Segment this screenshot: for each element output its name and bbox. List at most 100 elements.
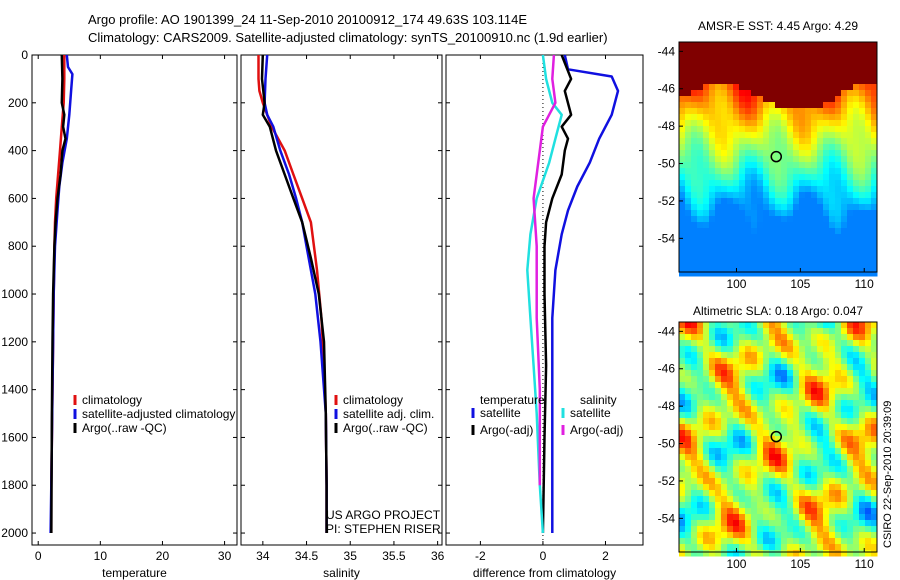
altimetric-sla-map-cell [799, 460, 806, 467]
amsr-sst-map-cell [685, 144, 692, 151]
amsr-sst-map-cell [685, 96, 692, 103]
altimetric-sla-map-cell [823, 490, 830, 497]
amsr-sst-map-cell [697, 132, 704, 139]
amsr-sst-map-cell [715, 258, 722, 265]
altimetric-sla-map-cell [859, 454, 866, 461]
altimetric-sla-map-cell [853, 406, 860, 413]
amsr-sst-map-cell [799, 198, 806, 205]
amsr-sst-map-cell [829, 84, 836, 91]
altimetric-sla-map-cell [745, 388, 752, 395]
amsr-sst-map-cell [709, 132, 716, 139]
altimetric-sla-map-cell [805, 436, 812, 443]
altimetric-sla-map-cell [835, 322, 842, 329]
altimetric-sla-map-cell [793, 550, 800, 557]
amsr-sst-map-cell [805, 54, 812, 61]
amsr-sst-map-cell [685, 90, 692, 97]
amsr-sst-map-cell [685, 258, 692, 265]
amsr-sst-map-cell [727, 54, 734, 61]
altimetric-sla-map-cell [691, 490, 698, 497]
amsr-sst-map-cell [847, 66, 854, 73]
amsr-sst-map-cell [775, 198, 782, 205]
amsr-sst-map-cell [805, 204, 812, 211]
altimetric-sla-map-cell [739, 544, 746, 551]
altimetric-sla-map-cell [853, 424, 860, 431]
amsr-sst-map-cell [775, 246, 782, 253]
amsr-sst-map-cell [775, 240, 782, 247]
altimetric-sla-map-cell [847, 502, 854, 509]
amsr-sst-map-cell [787, 174, 794, 181]
amsr-sst-map-cell [841, 72, 848, 79]
amsr-sst-map-cell [865, 180, 872, 187]
amsr-sst-map-cell [745, 138, 752, 145]
altimetric-sla-map-cell [685, 370, 692, 377]
amsr-sst-map-cell [859, 258, 866, 265]
altimetric-sla-map-cell [721, 484, 728, 491]
amsr-sst-map-cell [709, 138, 716, 145]
altimetric-sla-map-cell [679, 448, 686, 455]
amsr-sst-map-cell [763, 216, 770, 223]
altimetric-sla-map-cell [721, 472, 728, 479]
altimetric-sla-map-cell [775, 472, 782, 479]
amsr-sst-map-cell [865, 198, 872, 205]
altimetric-sla-map-cell [799, 454, 806, 461]
altimetric-sla-map-cell [775, 436, 782, 443]
amsr-sst-map-cell [853, 264, 860, 271]
amsr-sst-map-cell [709, 192, 716, 199]
altimetric-sla-map-cell [781, 550, 788, 557]
amsr-sst-map-cell [721, 78, 728, 85]
amsr-sst-map-cell [811, 270, 818, 277]
amsr-sst-map-cell [697, 90, 704, 97]
altimetric-sla-map-cell [757, 508, 764, 515]
amsr-sst-map-cell [841, 126, 848, 133]
amsr-sst-map-cell [859, 240, 866, 247]
altimetric-sla-map-cell [745, 478, 752, 485]
amsr-sst-map-cell [817, 90, 824, 97]
amsr-sst-map-cell [715, 246, 722, 253]
amsr-sst-map-cell [679, 90, 686, 97]
amsr-sst-map-cell [769, 168, 776, 175]
amsr-sst-map-cell [871, 126, 878, 133]
amsr-sst-map-cell [751, 174, 758, 181]
amsr-sst-map-cell [769, 114, 776, 121]
amsr-sst-map-cell [787, 270, 794, 277]
altimetric-sla-map-cell [721, 544, 728, 551]
amsr-sst-map-cell [685, 132, 692, 139]
amsr-sst-map-cell [733, 72, 740, 79]
altimetric-sla-map-cell [721, 430, 728, 437]
amsr-sst-map-cell [853, 210, 860, 217]
amsr-sst-map-cell [739, 138, 746, 145]
altimetric-sla-map-cell [691, 352, 698, 359]
amsr-sst-map-cell [805, 180, 812, 187]
amsr-sst-map-cell [733, 252, 740, 259]
altimetric-sla-map-cell [865, 490, 872, 497]
altimetric-sla-map-cell [853, 382, 860, 389]
amsr-sst-map-cell [847, 42, 854, 49]
amsr-sst-map-cell [775, 126, 782, 133]
altimetric-sla-map-cell [871, 340, 878, 347]
amsr-sst-map-cell [775, 252, 782, 259]
altimetric-sla-map-cell [733, 502, 740, 509]
altimetric-sla-map-cell [751, 466, 758, 473]
altimetric-sla-map-cell [715, 514, 722, 521]
altimetric-sla-map-cell [793, 544, 800, 551]
amsr-sst-map-cell [835, 90, 842, 97]
altimetric-sla-map-cell [811, 508, 818, 515]
amsr-sst-map-cell [721, 270, 728, 277]
amsr-sst-map-cell [685, 54, 692, 61]
amsr-sst-map-cell [745, 66, 752, 73]
altimetric-sla-map-cell [871, 352, 878, 359]
altimetric-sla-map-cell [727, 418, 734, 425]
amsr-sst-map-cell [769, 126, 776, 133]
altimetric-sla-map-cell [757, 514, 764, 521]
altimetric-sla-map-cell [853, 484, 860, 491]
altimetric-sla-map-cell [775, 478, 782, 485]
amsr-sst-map-cell [859, 252, 866, 259]
altimetric-sla-map-cell [805, 376, 812, 383]
altimetric-sla-map-cell [715, 490, 722, 497]
altimetric-sla-map-cell [805, 328, 812, 335]
amsr-sst-map-cell [703, 168, 710, 175]
amsr-sst-map-cell [697, 84, 704, 91]
amsr-sst-map-cell [841, 42, 848, 49]
amsr-sst-map-cell [709, 48, 716, 55]
amsr-sst-map-cell [781, 258, 788, 265]
